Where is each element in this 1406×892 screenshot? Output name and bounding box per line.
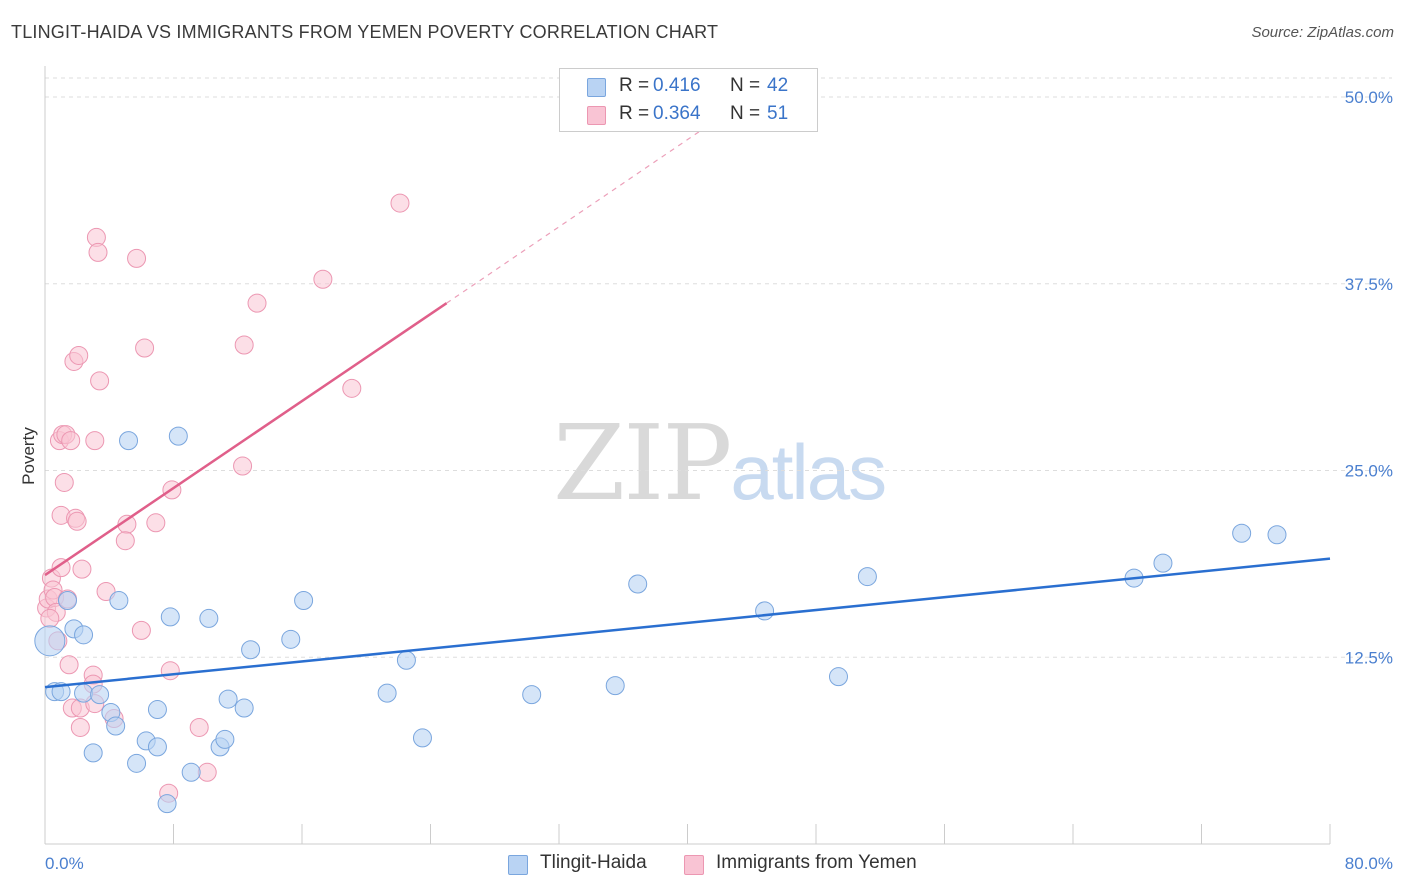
grid-lines [45, 77, 1392, 658]
data-point-yemen [189, 717, 209, 737]
data-point-yemen [59, 655, 79, 675]
data-point-tlingit [119, 431, 139, 451]
trend-line-tlingit [44, 557, 1331, 689]
data-point-tlingit [241, 640, 261, 660]
legend-swatch-blue [587, 78, 606, 97]
data-point-tlingit [234, 698, 254, 718]
data-point-yemen [390, 193, 410, 213]
data-point-tlingit [74, 625, 94, 645]
data-point-tlingit [34, 625, 66, 657]
data-point-tlingit [168, 426, 188, 446]
x-tick-label: 0.0% [45, 854, 84, 873]
y-axis-label: Poverty [19, 427, 38, 485]
data-point-yemen [85, 431, 105, 451]
y-tick-label: 12.5% [1345, 648, 1393, 667]
legend-n-value: 42 [767, 75, 789, 96]
watermark-atlas: atlas [730, 428, 887, 516]
legend-row-tlingit: R = 0.416 N = 42 [560, 73, 817, 101]
data-point-tlingit [1153, 553, 1173, 573]
data-point-yemen [127, 248, 147, 268]
data-point-tlingit [522, 685, 542, 705]
data-point-tlingit [147, 737, 167, 757]
data-point-yemen [70, 717, 90, 737]
legend-r-value: 0.416 [653, 75, 701, 96]
data-point-yemen [67, 511, 87, 531]
data-point-yemen [88, 242, 108, 262]
data-point-yemen [233, 456, 253, 476]
data-point-tlingit [412, 728, 432, 748]
data-point-yemen [72, 559, 92, 579]
legend-swatch-pink [587, 106, 606, 125]
data-point-tlingit [857, 567, 877, 587]
data-point-yemen [160, 661, 180, 681]
data-point-yemen [69, 345, 89, 365]
legend-swatch-blue [508, 855, 528, 875]
data-point-yemen [247, 293, 267, 313]
legend-label-yemen: Immigrants from Yemen [716, 852, 917, 873]
y-tick-label: 25.0% [1345, 462, 1393, 481]
data-point-tlingit [157, 794, 177, 814]
data-point-yemen [51, 558, 71, 578]
data-point-yemen [54, 472, 74, 492]
legend-r-value: 0.364 [653, 103, 701, 124]
y-tick-label: 37.5% [1345, 275, 1393, 294]
watermark-zip: ZIP [553, 402, 732, 524]
legend-swatch-pink [684, 855, 704, 875]
legend-n-value: 51 [767, 103, 789, 124]
data-point-yemen [146, 513, 166, 533]
trend-line-yemen [44, 302, 448, 577]
data-point-tlingit [215, 729, 235, 749]
data-point-yemen [40, 608, 60, 628]
data-point-yemen [115, 531, 135, 551]
data-point-tlingit [605, 676, 625, 696]
data-point-tlingit [57, 590, 77, 610]
data-point-yemen [342, 378, 362, 398]
x-tick-label: 80.0% [1345, 854, 1393, 873]
legend-r-label: R = [619, 75, 650, 96]
y-tick-label: 50.0% [1345, 88, 1393, 107]
legend-n-label: N = [730, 103, 761, 124]
legend-row-yemen: R = 0.364 N = 51 [560, 101, 817, 129]
data-point-tlingit [218, 689, 238, 709]
data-point-yemen [131, 620, 151, 640]
data-point-yemen [313, 269, 333, 289]
watermark: ZIPatlas [553, 402, 887, 524]
data-point-tlingit [281, 629, 301, 649]
data-point-yemen [234, 335, 254, 355]
tick-labels: 12.5% 25.0% 37.5% 50.0% 0.0% 80.0% [45, 88, 1393, 873]
data-point-tlingit [109, 590, 129, 610]
legend-r-label: R = [619, 103, 650, 124]
legend-label-tlingit: Tlingit-Haida [540, 852, 647, 873]
data-point-tlingit [127, 753, 147, 773]
data-point-tlingit [828, 667, 848, 687]
data-point-tlingit [396, 650, 416, 670]
data-point-yemen [90, 371, 110, 391]
data-point-tlingit [90, 685, 110, 705]
data-point-tlingit [181, 762, 201, 782]
axes [44, 66, 1331, 845]
source-label: Source: ZipAtlas.com [1251, 24, 1394, 41]
data-point-tlingit [1267, 525, 1287, 545]
data-point-tlingit [755, 601, 775, 621]
legend-n-label: N = [730, 75, 761, 96]
data-point-tlingit [106, 716, 126, 736]
data-point-yemen [135, 338, 155, 358]
data-point-tlingit [74, 683, 94, 703]
trend-lines [44, 84, 1331, 689]
data-point-yemen [197, 762, 217, 782]
data-point-tlingit [160, 607, 180, 627]
stats-legend: R = 0.416 N = 42 R = 0.364 N = 51 [559, 68, 818, 132]
data-point-tlingit [83, 743, 103, 763]
data-point-tlingit [294, 590, 314, 610]
data-point-tlingit [377, 683, 397, 703]
data-point-tlingit [199, 608, 219, 628]
series-yemen-points [37, 193, 410, 803]
data-point-tlingit [628, 574, 648, 594]
data-point-yemen [61, 431, 81, 451]
data-point-tlingit [147, 700, 167, 720]
chart-title: TLINGIT-HAIDA VS IMMIGRANTS FROM YEMEN P… [11, 22, 719, 42]
series-tlingit-points [34, 426, 1287, 814]
data-point-tlingit [1232, 523, 1252, 543]
